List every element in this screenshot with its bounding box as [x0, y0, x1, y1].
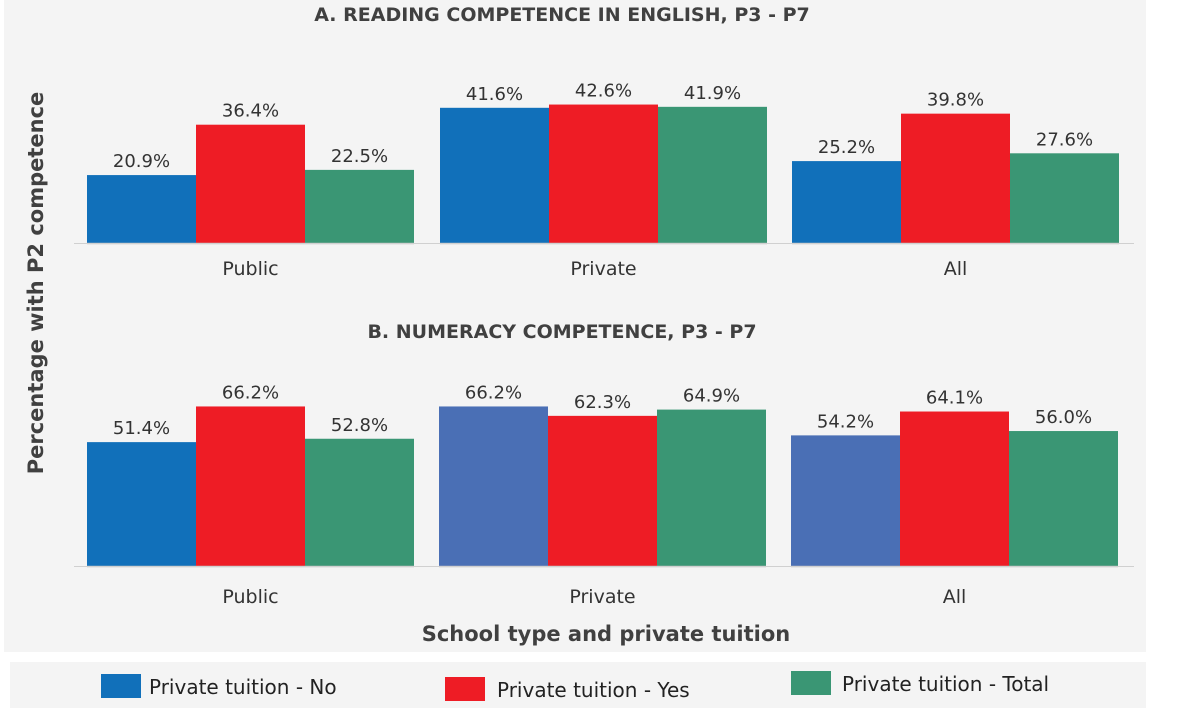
- data-label: 66.2%: [222, 382, 279, 403]
- data-label: 27.6%: [1036, 129, 1093, 150]
- category-label: Private: [569, 586, 635, 608]
- bar-all-yes: [900, 411, 1009, 566]
- bar-private-total: [658, 106, 767, 243]
- data-label: 22.5%: [331, 146, 388, 167]
- data-label: 20.9%: [113, 151, 170, 172]
- bar-private-no: [439, 406, 548, 566]
- panel-title: A. READING COMPETENCE IN ENGLISH, P3 - P…: [314, 4, 810, 26]
- bar-all-total: [1009, 431, 1118, 566]
- data-label: 52.8%: [331, 415, 388, 436]
- data-label: 41.6%: [466, 84, 523, 105]
- panel-numeracy: B. NUMERACY COMPETENCE, P3 - P7 51.4% 66.2…: [74, 321, 1134, 608]
- y-axis-title: Percentage with P2 competence: [24, 92, 48, 475]
- category-label: All: [944, 258, 968, 280]
- data-label: 36.4%: [222, 101, 279, 122]
- legend-label: Private tuition - Total: [842, 672, 1049, 696]
- legend-label: Private tuition - Yes: [497, 678, 690, 702]
- data-label: 66.2%: [465, 382, 522, 403]
- bar-private-no: [440, 107, 549, 243]
- panel-title: B. NUMERACY COMPETENCE, P3 - P7: [367, 321, 756, 343]
- data-label: 64.1%: [926, 388, 983, 409]
- data-label: 54.2%: [817, 411, 874, 432]
- bar-all-no: [792, 161, 901, 243]
- bar-private-yes: [548, 415, 657, 566]
- bar-public-yes: [196, 124, 305, 243]
- bar-all-total: [1010, 153, 1119, 243]
- legend-swatch: [791, 671, 831, 695]
- panel-reading: A. READING COMPETENCE IN ENGLISH, P3 - P…: [74, 4, 1134, 280]
- legend-swatch: [101, 674, 141, 698]
- data-label: 62.3%: [574, 392, 631, 413]
- category-label: Public: [222, 258, 278, 280]
- data-label: 42.6%: [575, 81, 632, 102]
- bar-public-no: [87, 442, 196, 566]
- data-label: 41.9%: [684, 83, 741, 104]
- x-axis-title: School type and private tuition: [422, 622, 791, 646]
- bar-public-yes: [196, 406, 305, 566]
- bar-all-no: [791, 435, 900, 566]
- category-label: Public: [222, 586, 278, 608]
- bar-public-no: [87, 175, 196, 243]
- bar-private-total: [657, 409, 766, 566]
- data-label: 64.9%: [683, 386, 740, 407]
- bar-all-yes: [901, 113, 1010, 244]
- legend-label: Private tuition - No: [149, 675, 337, 699]
- category-label: All: [943, 586, 967, 608]
- data-label: 56.0%: [1035, 407, 1092, 428]
- bar-public-total: [305, 169, 414, 243]
- data-label: 25.2%: [818, 137, 875, 158]
- bar-private-yes: [549, 104, 658, 243]
- category-label: Private: [570, 258, 636, 280]
- bar-public-total: [305, 438, 414, 566]
- legend: Private tuition - No Private tuition - Ye…: [101, 671, 1049, 702]
- data-label: 39.8%: [927, 90, 984, 111]
- legend-background: [10, 662, 1146, 708]
- legend-swatch: [445, 677, 485, 701]
- data-label: 51.4%: [113, 418, 170, 439]
